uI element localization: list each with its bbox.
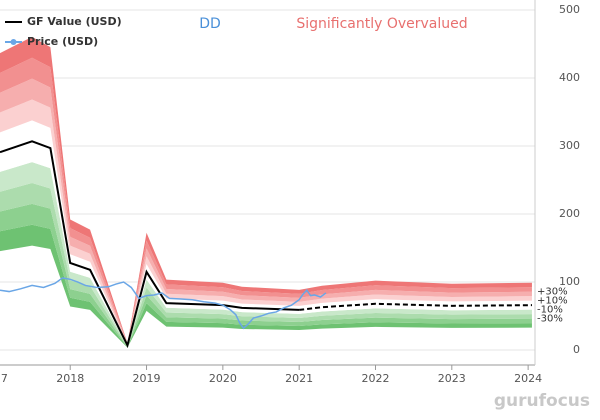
y-tick-label: 100	[559, 275, 580, 288]
x-tick-label: 2024	[514, 372, 542, 385]
price-line	[0, 277, 327, 330]
x-tick-label: 2017	[0, 372, 8, 385]
y-tick-label: 200	[559, 207, 580, 220]
x-tick-label: 2021	[285, 372, 313, 385]
ticks: 0 100 200 300 400 500 2017 2018 2019 2020 2021 2022…	[0, 3, 580, 385]
y-tick-label: 300	[559, 139, 580, 152]
x-tick-label: 2018	[56, 372, 84, 385]
x-tick-label: 2023	[438, 372, 466, 385]
band-label: -30%	[537, 314, 563, 325]
annotation: Significantly Overvalued	[296, 16, 467, 32]
band-label: +30%	[537, 287, 568, 298]
lines	[0, 140, 532, 349]
chart-title: DD	[199, 16, 221, 32]
y-tick-label: 0	[573, 343, 580, 356]
bands	[0, 36, 532, 348]
y-tick-label: 500	[559, 3, 580, 16]
x-tick-label: 2020	[209, 372, 237, 385]
gf-value-projection	[299, 302, 532, 311]
band-label: -10%	[537, 305, 563, 316]
y-tick-label: 400	[559, 71, 580, 84]
legend-label: GF Value (USD)	[27, 15, 122, 28]
band-label: +10%	[537, 296, 568, 307]
watermark: gurufocus	[494, 391, 590, 411]
x-tick-label: 2022	[361, 372, 389, 385]
x-tick-label: 2019	[133, 372, 161, 385]
legend-marker	[10, 39, 17, 45]
legend-label: Price (USD)	[27, 35, 98, 48]
gf-value-line	[0, 140, 300, 349]
